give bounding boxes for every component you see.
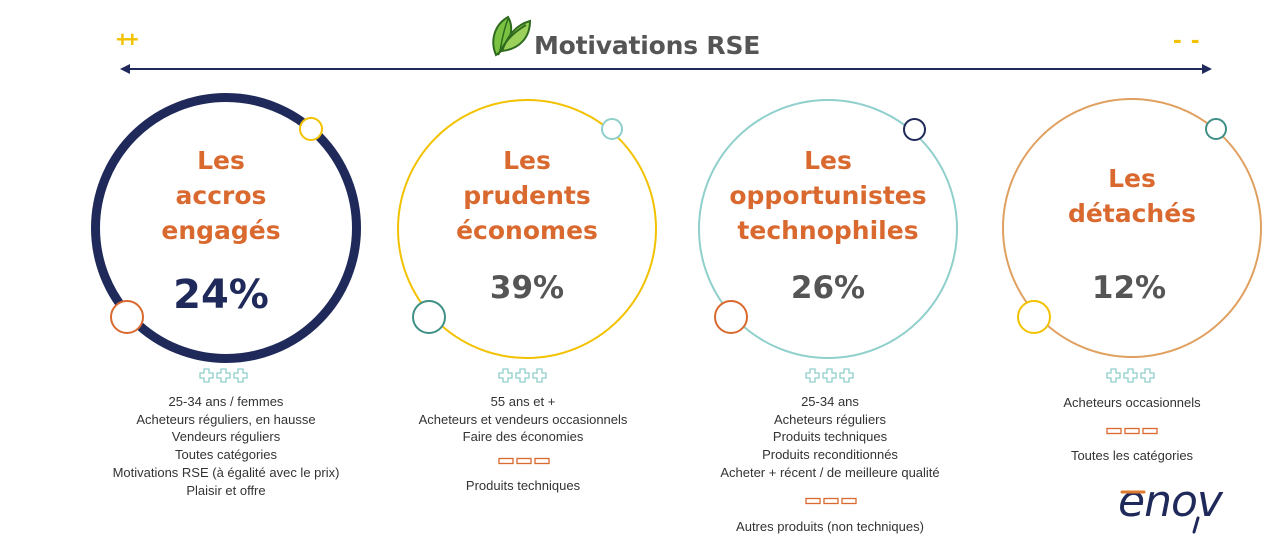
segment-percent: 12% [1091, 270, 1167, 306]
plus-group-icon [498, 368, 550, 384]
detail-line: Motivations RSE (à égalité avec le prix) [112, 464, 340, 480]
segment-title: Les prudents économes [456, 146, 598, 245]
segment-minus-details: Toutes les catégories [1002, 447, 1262, 465]
decorative-dot [601, 118, 623, 140]
detail-line: Vendeurs réguliers [171, 429, 281, 445]
decorative-dot [412, 300, 446, 334]
decorative-dot [1205, 118, 1227, 140]
motivation-axis-arrow [120, 62, 1212, 81]
segment-percent: 26% [790, 270, 866, 306]
decorative-dot [1017, 300, 1051, 334]
leaf-icon [486, 11, 532, 64]
page-title: Motivations RSE [534, 31, 761, 60]
logo-text: enov [1118, 476, 1224, 527]
decorative-dot [110, 300, 144, 334]
segment-details: Acheteurs occasionnels [1002, 394, 1262, 412]
detail-line: Autres produits (non techniques) [736, 519, 924, 534]
segment-circle-prudents [397, 99, 657, 359]
detail-line: 25-34 ans / femmes [168, 394, 284, 409]
detail-line: Produits reconditionnés [762, 447, 898, 463]
decorative-dot [299, 117, 323, 141]
detail-line: 25-34 ans [801, 394, 859, 409]
detail-line: Acheter + récent / de meilleure qualité [720, 464, 940, 480]
segment-percent: 24% [173, 272, 269, 318]
segment-details: 55 ans et + Acheteurs et vendeurs occasi… [393, 393, 653, 446]
detail-line: Produits techniques [465, 478, 581, 493]
minus-group-icon [805, 497, 857, 505]
negative-marker: - - [1173, 24, 1201, 54]
segment-circle-detaches [1002, 98, 1262, 358]
segment-title: Les opportunistes technophiles [729, 146, 927, 245]
plus-group-icon [1106, 368, 1158, 384]
decorative-dot [714, 300, 748, 334]
detail-line: 55 ans et + [490, 394, 556, 409]
detail-line: Toutes catégories [175, 447, 277, 463]
detail-line: Acheteurs occasionnels [1063, 395, 1201, 410]
decorative-dot [903, 118, 926, 141]
plus-group-icon [805, 368, 857, 384]
segment-percent: 39% [489, 270, 565, 306]
minus-group-icon [498, 457, 550, 465]
detail-line: Plaisir et offre [186, 482, 266, 498]
segment-title: Les détachés [1067, 164, 1197, 228]
segment-details: 25-34 ans Acheteurs réguliers Produits t… [700, 393, 960, 482]
segment-circle-accros [91, 93, 361, 363]
segment-title: Les accros engagés [161, 146, 281, 245]
segment-details: 25-34 ans / femmes Acheteurs réguliers, … [96, 393, 356, 499]
detail-line: Toutes les catégories [1070, 448, 1194, 463]
segment-minus-details: Produits techniques [393, 477, 653, 495]
detail-line: Acheteurs réguliers, en hausse [136, 411, 316, 427]
detail-line: Acheteurs réguliers [774, 411, 886, 427]
detail-line: Acheteurs et vendeurs occasionnels [418, 411, 628, 427]
enov-logo: enov [1114, 474, 1264, 541]
segment-circle-opportunistes [698, 99, 958, 359]
minus-group-icon [1106, 427, 1158, 435]
detail-line: Produits techniques [772, 429, 888, 445]
detail-line: Faire des économies [462, 429, 584, 445]
plus-group-icon [199, 368, 251, 384]
segment-minus-details: Autres produits (non techniques) [700, 518, 960, 536]
positive-marker: ++ [116, 27, 139, 52]
